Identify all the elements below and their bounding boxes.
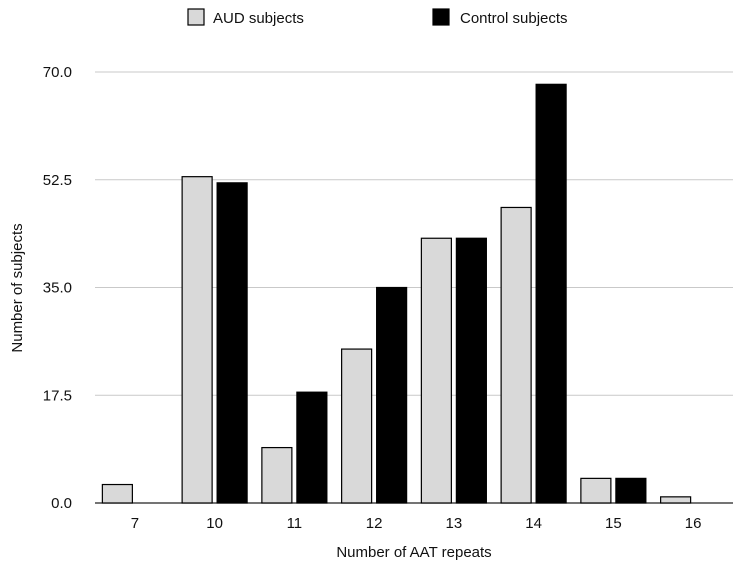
- y-axis-title: Number of subjects: [9, 223, 26, 352]
- legend-label: Control subjects: [460, 10, 568, 27]
- bar-aud: [420, 237, 452, 504]
- x-axis-ticks: 7 10 11 12 13 14 15 16: [131, 515, 702, 532]
- legend-label: AUD subjects: [213, 10, 304, 27]
- bar-aud: [261, 446, 293, 504]
- legend: AUD subjects Control subjects: [187, 8, 568, 27]
- bar-aud: [660, 496, 692, 504]
- y-tick-label: 52.5: [43, 172, 72, 189]
- bars: [101, 83, 692, 504]
- x-tick-label: 10: [206, 515, 223, 532]
- y-tick-label: 0.0: [51, 495, 72, 512]
- bar-aud: [500, 206, 532, 504]
- x-tick-label: 11: [287, 515, 303, 532]
- x-axis-title: Number of AAT repeats: [336, 544, 491, 561]
- bar-aud: [580, 477, 612, 504]
- y-tick-label: 35.0: [43, 280, 72, 297]
- y-axis-ticks: 0.0 17.5 35.0 52.5 70.0: [43, 64, 72, 512]
- bar-control: [615, 477, 647, 504]
- y-tick-label: 17.5: [43, 387, 72, 404]
- bar-aud: [101, 483, 133, 504]
- bar-control: [216, 182, 248, 504]
- bar-control: [376, 286, 408, 504]
- bar-control: [455, 237, 487, 504]
- legend-swatch: [432, 8, 450, 26]
- y-tick-label: 70.0: [43, 64, 72, 81]
- bar-aud: [181, 176, 213, 504]
- x-tick-label: 12: [366, 515, 383, 532]
- x-tick-label: 14: [525, 515, 542, 532]
- x-tick-label: 7: [131, 515, 139, 532]
- x-tick-label: 16: [685, 515, 702, 532]
- x-tick-label: 13: [446, 515, 463, 532]
- bar-control: [296, 391, 328, 504]
- bar-control: [535, 83, 567, 504]
- bar-aud: [341, 348, 373, 504]
- x-tick-label: 15: [605, 515, 622, 532]
- legend-swatch: [187, 8, 205, 26]
